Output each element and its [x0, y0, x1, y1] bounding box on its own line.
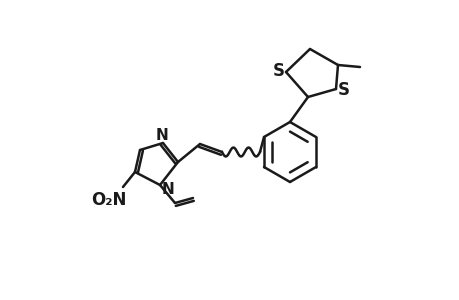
Text: N: N [155, 128, 168, 143]
Text: S: S [272, 62, 285, 80]
Text: O₂N: O₂N [91, 191, 126, 209]
Text: N: N [161, 182, 174, 196]
Text: S: S [337, 81, 349, 99]
